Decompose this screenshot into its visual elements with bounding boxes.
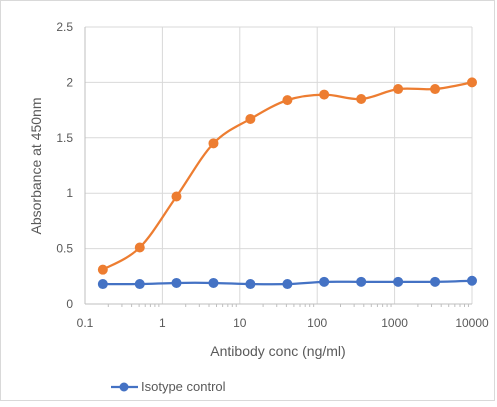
- data-point: [431, 277, 440, 286]
- series-line: [103, 82, 472, 269]
- data-point: [135, 243, 144, 252]
- legend: Isotype control: [111, 379, 226, 394]
- data-point: [431, 85, 440, 94]
- series-layer: [98, 78, 476, 289]
- series-2: [98, 276, 476, 288]
- data-point: [468, 78, 477, 87]
- series-1: [98, 78, 476, 274]
- data-point: [172, 192, 181, 201]
- y-tick-label: 1.5: [56, 131, 73, 145]
- data-point: [357, 95, 366, 104]
- data-point: [320, 277, 329, 286]
- data-point: [98, 265, 107, 274]
- data-point: [283, 280, 292, 289]
- y-tick-label: 0.5: [56, 242, 73, 256]
- axes: [85, 27, 472, 307]
- data-point: [98, 280, 107, 289]
- y-tick-label: 1: [66, 186, 73, 200]
- data-point: [394, 277, 403, 286]
- data-point: [135, 280, 144, 289]
- x-tick-label: 10000: [455, 316, 489, 330]
- legend-label: Isotype control: [141, 379, 226, 394]
- x-tick-label: 1: [159, 316, 166, 330]
- x-tick-label: 0.1: [77, 316, 94, 330]
- x-tick-label: 1000: [381, 316, 408, 330]
- data-point: [320, 90, 329, 99]
- data-point: [283, 96, 292, 105]
- x-tick-label: 100: [307, 316, 327, 330]
- data-point: [209, 278, 218, 287]
- data-point: [468, 276, 477, 285]
- data-point: [357, 277, 366, 286]
- y-tick-label: 2: [66, 75, 73, 89]
- data-point: [246, 114, 255, 123]
- data-point: [172, 278, 181, 287]
- data-point: [209, 139, 218, 148]
- x-axis-label: Antibody conc (ng/ml): [210, 343, 345, 359]
- y-axis-label: Absorbance at 450nm: [28, 98, 44, 235]
- x-tick-label: 10: [233, 316, 247, 330]
- legend-marker: [120, 383, 129, 392]
- y-tick-label: 2.5: [56, 20, 73, 34]
- data-point: [246, 280, 255, 289]
- gridlines: [85, 27, 472, 304]
- y-tick-label: 0: [66, 297, 73, 311]
- data-point: [394, 85, 403, 94]
